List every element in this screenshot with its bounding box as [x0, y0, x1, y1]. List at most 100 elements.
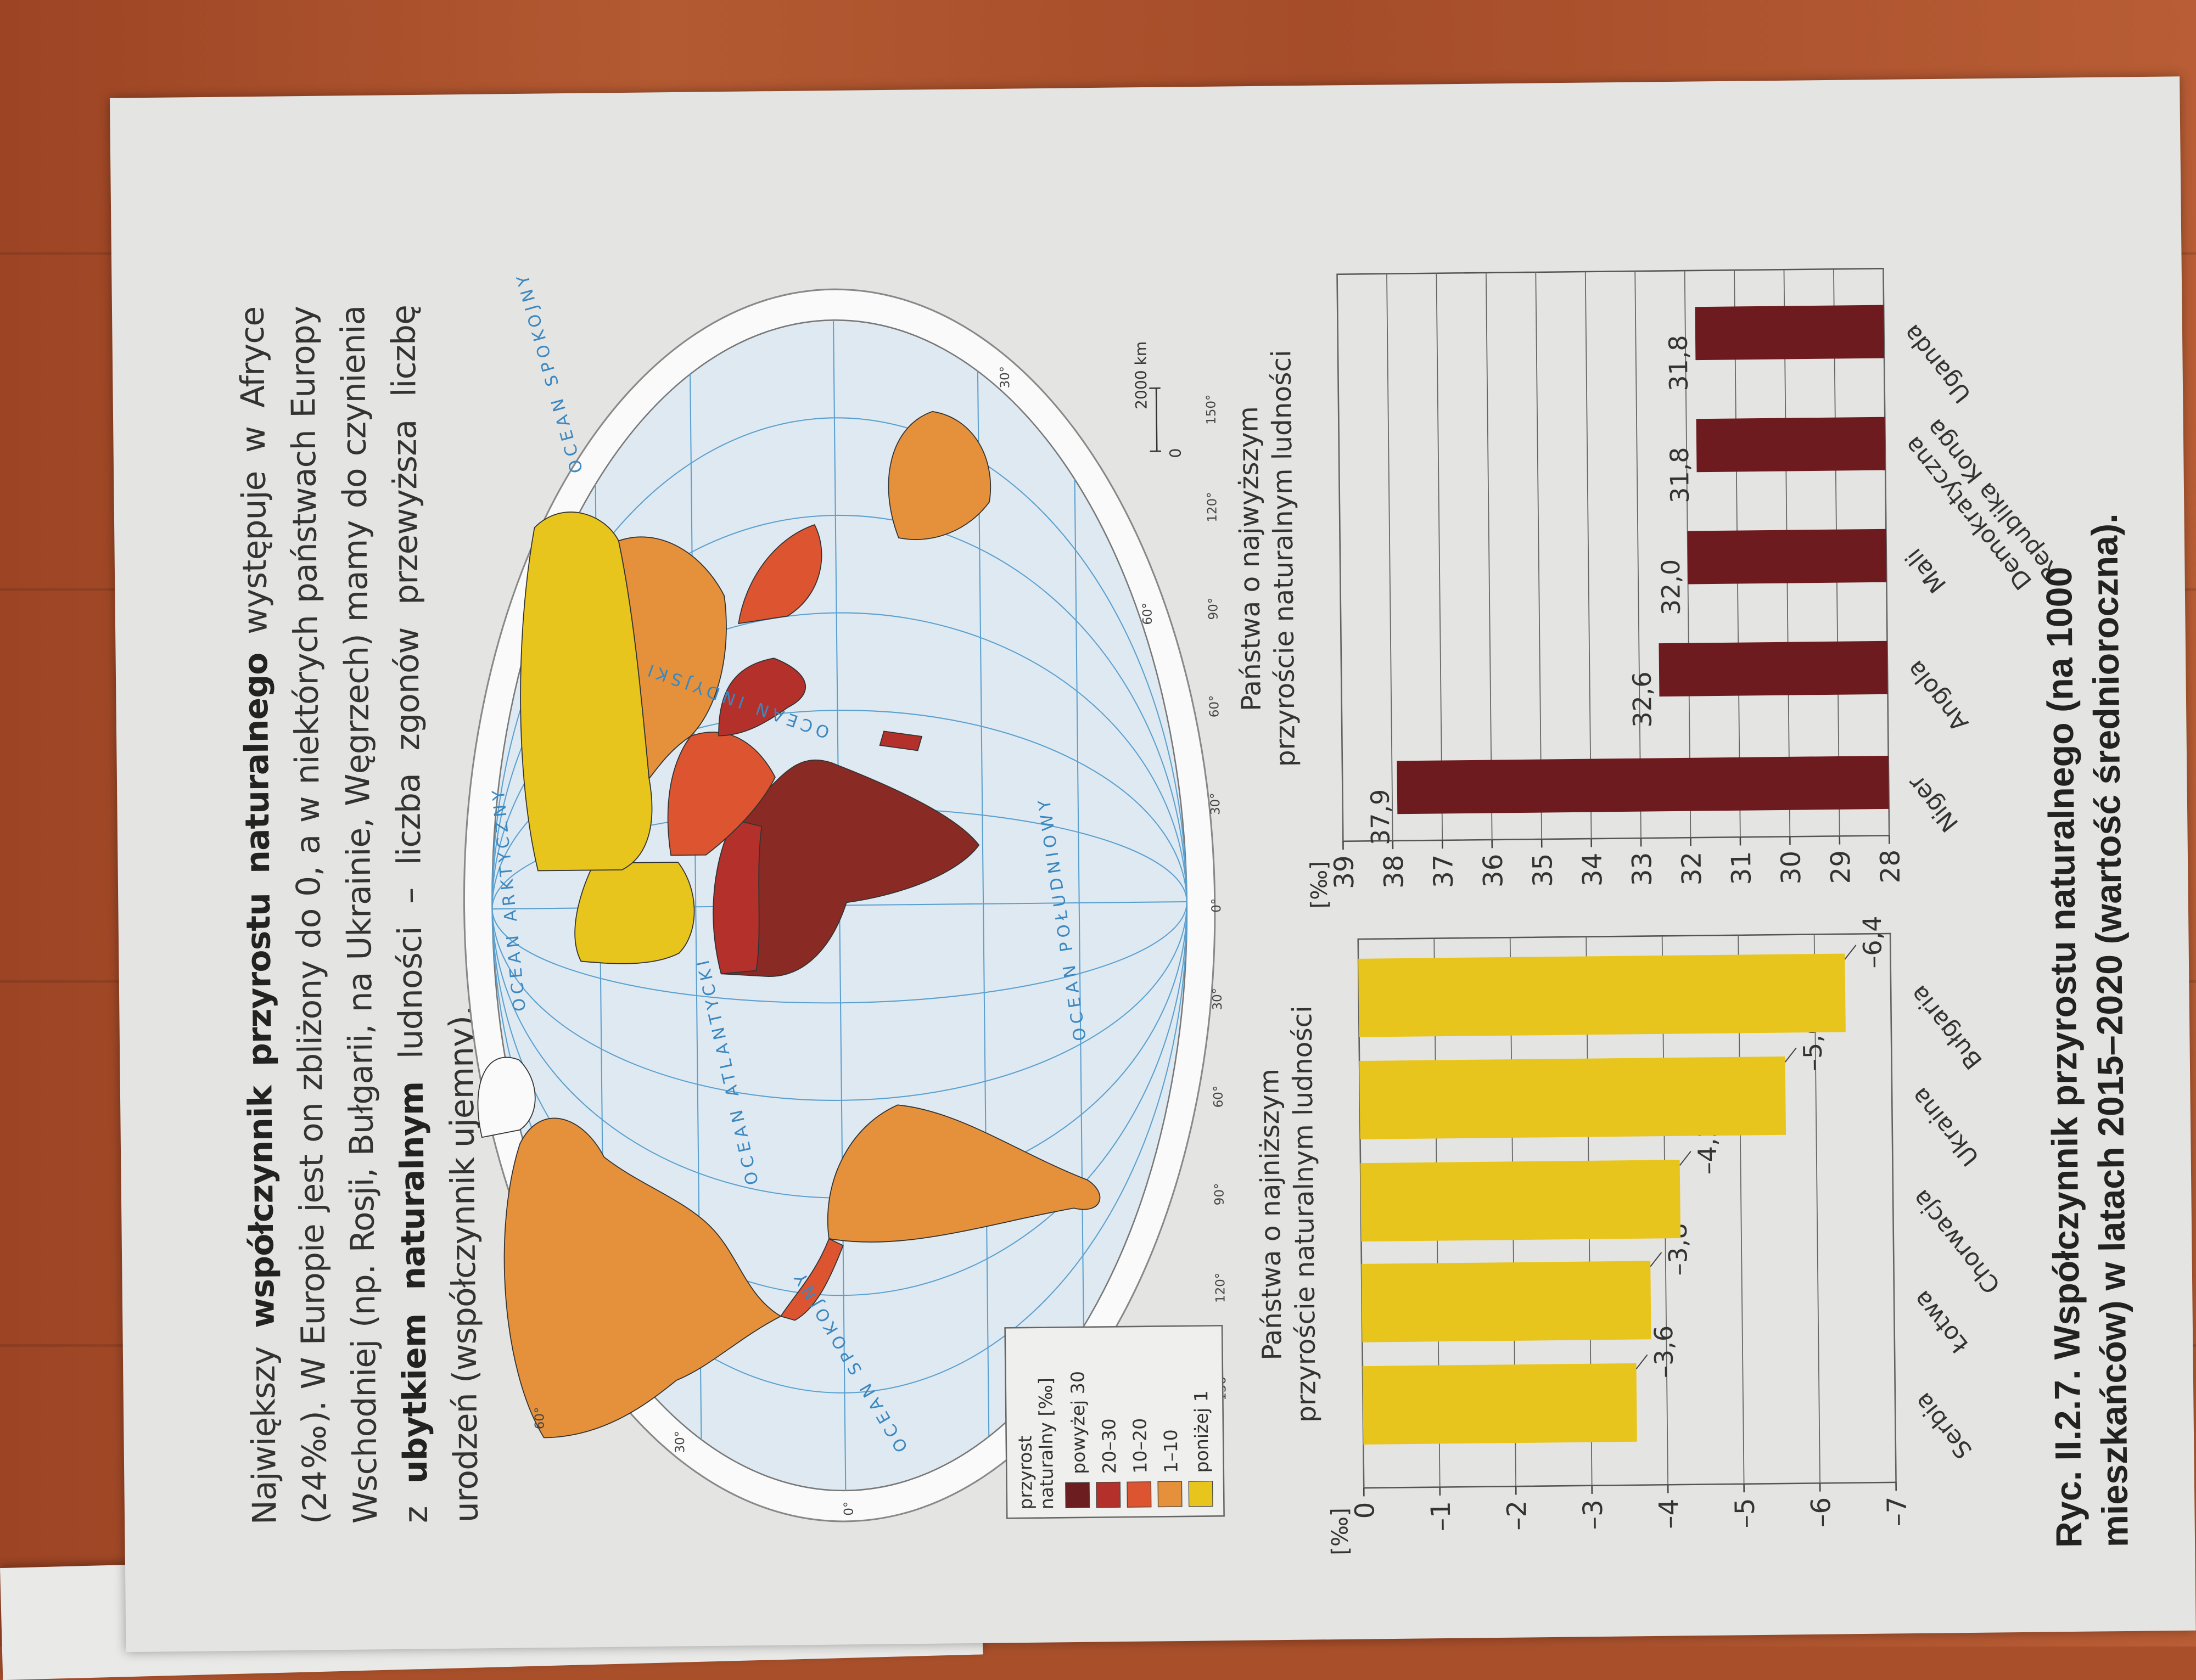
scale-zero: 0 [1167, 448, 1185, 458]
latitude-label: 30° [998, 366, 1012, 389]
longitude-label: 120° [1213, 1273, 1228, 1303]
data-label: 31,8 [1663, 335, 1694, 391]
data-label-leader [1785, 1048, 1796, 1062]
y-tick-label: –6 [1806, 1497, 1837, 1528]
bar-chorwacja [1360, 1160, 1680, 1241]
category-label-line: Ukraina [1906, 1082, 1985, 1171]
gridline [1486, 273, 1492, 840]
category-label-line: Angola [1901, 655, 1974, 737]
legend-swatch [1127, 1482, 1151, 1507]
data-label-leader [1636, 1355, 1648, 1369]
longitude-label: 0° [1209, 898, 1224, 913]
category-label: Niger [1903, 770, 1964, 837]
data-label-leader [1845, 945, 1856, 959]
y-tick-label: 32 [1677, 851, 1708, 885]
gridline [1387, 274, 1393, 841]
data-label: –3,6 [1649, 1325, 1679, 1379]
data-label-leader [1679, 1151, 1691, 1166]
data-label: 31,8 [1665, 447, 1695, 503]
category-label: Łotwa [1908, 1285, 1974, 1358]
map-scale: 0 2000 km [1131, 341, 1184, 458]
bar-serbia [1363, 1363, 1637, 1445]
europe [574, 862, 695, 964]
category-label: Mali [1900, 543, 1952, 598]
y-tick-label: 29 [1825, 850, 1857, 884]
category-label: Angola [1901, 655, 1974, 737]
y-tick-label: –2 [1502, 1500, 1533, 1531]
latitude-label: 60° [533, 1407, 547, 1430]
data-label-leader [1650, 1252, 1662, 1267]
legend-label: powyżej 30 [1067, 1371, 1089, 1474]
chart-title: Państwa o najniższym [1254, 1069, 1288, 1361]
legend-swatch [1096, 1482, 1121, 1507]
latitude-label: 60° [1140, 603, 1155, 625]
category-label: Ukraina [1906, 1082, 1985, 1171]
data-label: 32,6 [1627, 671, 1657, 728]
category-label-line: Uganda [1898, 319, 1977, 408]
longitude-label: 120° [1205, 492, 1220, 522]
legend-title: naturalny [‰] [1035, 1378, 1058, 1509]
longitude-label: 90° [1212, 1183, 1226, 1205]
category-label-line: Chorwacja [1907, 1184, 2006, 1299]
y-tick-label: 39 [1329, 855, 1360, 889]
gridline [1890, 934, 1896, 1482]
category-label-line: Bułgaria [1905, 980, 1988, 1074]
scale-value: 2000 km [1131, 341, 1150, 409]
category-label: Serbia [1909, 1387, 1977, 1464]
bar-mali [1688, 529, 1887, 585]
y-tick-label: 31 [1726, 851, 1757, 885]
category-label-line: Łotwa [1908, 1285, 1974, 1358]
world-map: 150°120°90°60°30°0°30°60°90°120°150°60°3… [457, 262, 1230, 1525]
legend-swatch [1066, 1482, 1090, 1508]
category-label: Uganda [1898, 319, 1977, 408]
y-axis-unit: [‰] [1306, 861, 1332, 909]
bar-bułgaria [1358, 954, 1846, 1037]
chart-title: przyroście naturalnym ludności [1287, 1005, 1322, 1423]
y-axis-unit: [‰] [1326, 1508, 1353, 1555]
gridline [1536, 272, 1542, 839]
y-tick-label: 34 [1577, 852, 1609, 886]
y-tick-label: 28 [1875, 850, 1906, 884]
category-label: Chorwacja [1907, 1184, 2006, 1299]
chart-title: przyroście naturalnym ludności [1266, 350, 1301, 767]
category-label-line: Mali [1900, 543, 1952, 598]
legend-label: 1–10 [1160, 1429, 1182, 1473]
longitude-label: 30° [1211, 988, 1225, 1010]
y-tick-label: –5 [1730, 1498, 1761, 1529]
legend-title: przyrost [1015, 1435, 1037, 1510]
bar-niger [1397, 756, 1889, 814]
latitude-label: 0° [842, 1501, 856, 1515]
category-label-line: Niger [1903, 770, 1964, 837]
y-tick-label: –7 [1882, 1496, 1913, 1527]
category-label-line: Serbia [1909, 1387, 1977, 1464]
ocean-label: OCEAN SPOKOJNY [512, 269, 587, 475]
gridline [1635, 271, 1641, 838]
legend-label: 10–20 [1129, 1418, 1151, 1474]
gridline [1436, 273, 1442, 840]
data-label: 37,9 [1365, 789, 1396, 845]
bar-ukraina [1359, 1057, 1786, 1139]
y-tick-label: 38 [1379, 855, 1410, 889]
gridline [1337, 274, 1343, 841]
latitude-label: 30° [673, 1431, 687, 1453]
y-tick-label: 36 [1478, 853, 1509, 887]
data-label: –6,4 [1857, 915, 1887, 969]
category-label: Bułgaria [1905, 980, 1988, 1074]
bar-angola [1659, 641, 1887, 696]
y-tick-label: –3 [1578, 1499, 1609, 1530]
longitude-label: 150° [1204, 394, 1219, 425]
longitude-label: 60° [1212, 1086, 1226, 1108]
bar-demokratyczna-republika-konga [1696, 417, 1886, 473]
longitude-label: 90° [1206, 598, 1220, 620]
y-tick-label: 35 [1527, 853, 1559, 887]
y-tick-label: 33 [1627, 852, 1658, 886]
y-tick-label: –4 [1654, 1498, 1685, 1529]
legend-label: poniżej 1 [1190, 1390, 1213, 1473]
y-tick-label: 37 [1428, 854, 1459, 888]
textbook-page: Największy współczynnik przyrostu natura… [110, 76, 2196, 1652]
longitude-label: 30° [1208, 793, 1223, 815]
